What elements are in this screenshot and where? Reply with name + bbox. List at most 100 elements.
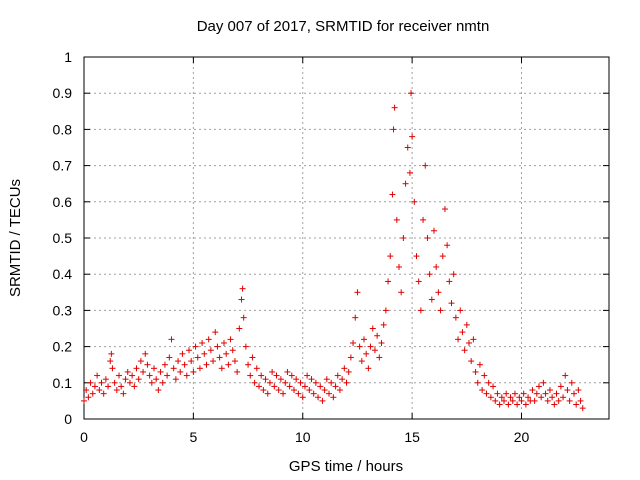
data-point — [133, 365, 140, 372]
data-point — [308, 376, 315, 383]
data-point — [420, 216, 427, 223]
data-point — [365, 365, 372, 372]
data-point — [461, 347, 468, 354]
data-point — [100, 390, 107, 397]
data-point — [575, 387, 582, 394]
y-tick-label: 0.1 — [53, 375, 73, 391]
data-point — [511, 390, 518, 397]
data-point — [522, 401, 529, 408]
data-point — [122, 376, 129, 383]
data-point — [402, 180, 409, 187]
data-point — [227, 336, 234, 343]
data-point — [286, 383, 293, 390]
data-point — [555, 397, 562, 404]
data-point — [98, 379, 105, 386]
data-point — [542, 390, 549, 397]
data-point — [207, 347, 214, 354]
data-point — [203, 361, 210, 368]
data-point — [271, 383, 278, 390]
data-point — [321, 387, 328, 394]
data-point — [341, 365, 348, 372]
data-point — [275, 387, 282, 394]
data-point — [371, 347, 378, 354]
data-point — [116, 372, 122, 379]
data-points — [81, 90, 586, 412]
data-point — [457, 307, 464, 314]
data-point — [161, 361, 168, 368]
x-tick-label: 0 — [80, 429, 88, 445]
data-point — [507, 394, 514, 401]
data-point — [83, 387, 90, 394]
data-point — [350, 339, 357, 346]
data-point — [299, 394, 306, 401]
data-point — [573, 401, 580, 408]
data-point — [264, 390, 271, 397]
data-point — [315, 394, 322, 401]
data-point — [223, 350, 230, 357]
chart-title: Day 007 of 2017, SRMTID for receiver nmt… — [197, 18, 490, 35]
data-point — [229, 347, 236, 354]
data-point — [177, 368, 184, 375]
data-point — [439, 253, 446, 260]
data-point — [505, 401, 512, 408]
data-point — [102, 376, 109, 383]
data-point — [124, 368, 131, 375]
data-point — [415, 278, 422, 285]
y-tick-label: 0.9 — [53, 85, 73, 101]
data-point — [529, 387, 536, 394]
data-point — [148, 379, 155, 386]
data-point — [304, 372, 311, 379]
data-point — [306, 387, 313, 394]
data-point — [538, 394, 545, 401]
data-point — [326, 390, 332, 397]
data-point — [216, 354, 223, 361]
x-axis-title: GPS time / hours — [289, 458, 403, 475]
data-point — [111, 379, 118, 386]
data-point — [566, 397, 573, 404]
data-point — [153, 376, 160, 383]
data-point — [514, 401, 521, 408]
data-point — [151, 365, 157, 372]
data-point — [129, 372, 136, 379]
data-point — [376, 354, 383, 361]
data-point — [413, 253, 420, 260]
data-point — [146, 372, 153, 379]
data-point — [301, 383, 308, 390]
y-tick-label: 1 — [64, 49, 72, 65]
x-tick-label: 10 — [295, 429, 311, 445]
data-point — [358, 358, 365, 365]
data-point — [159, 379, 166, 386]
data-point — [260, 387, 267, 394]
data-point — [108, 350, 115, 357]
data-point — [536, 383, 542, 390]
data-point — [354, 289, 361, 296]
data-point — [155, 387, 162, 394]
data-point — [406, 169, 413, 176]
x-tick-label: 20 — [514, 429, 530, 445]
data-point — [400, 235, 407, 241]
data-point — [496, 401, 503, 408]
data-point — [380, 321, 387, 328]
y-tick-label: 0.3 — [53, 302, 73, 318]
data-point — [549, 394, 556, 401]
data-point — [277, 376, 284, 383]
data-point — [247, 372, 254, 379]
y-tick-label: 0.8 — [53, 121, 73, 137]
data-point — [424, 235, 431, 241]
data-point — [463, 321, 470, 328]
data-point — [396, 263, 402, 270]
data-point — [448, 300, 455, 307]
data-point — [579, 405, 586, 412]
data-point — [157, 368, 164, 375]
data-point — [428, 296, 435, 303]
data-point — [518, 397, 525, 404]
data-point — [391, 104, 398, 111]
data-point — [81, 397, 87, 404]
data-point — [390, 126, 397, 133]
data-point — [409, 133, 416, 140]
data-point — [262, 376, 269, 383]
data-point — [452, 314, 459, 321]
data-point — [239, 285, 246, 292]
data-point — [441, 206, 448, 213]
data-point — [126, 379, 133, 386]
